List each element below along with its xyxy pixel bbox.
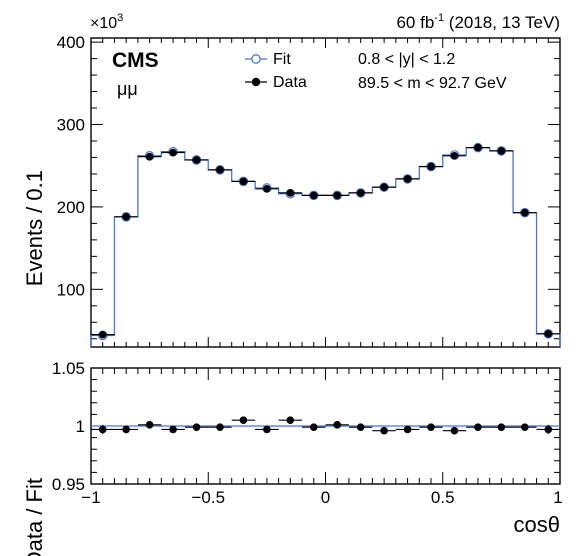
- rapidity-range-label: 0.8 < |y| < 1.2: [358, 51, 455, 68]
- ratio-point: [263, 425, 271, 434]
- ratio-point: [239, 416, 248, 425]
- legend-data-marker: [251, 77, 261, 87]
- top-y-axis-title: Events / 0.1: [22, 170, 47, 286]
- x-tick-label: 0.5: [431, 488, 455, 507]
- ratio-y-tick-label: 1.05: [52, 359, 85, 378]
- legend-fit-marker: [251, 54, 261, 64]
- x-tick-label: 0: [321, 488, 330, 507]
- data-marker: [521, 208, 529, 217]
- ratio-y-axis-title: Data / Fit: [22, 478, 47, 556]
- data-marker: [356, 189, 365, 197]
- data-points: [91, 143, 560, 339]
- fit-step-line: [90, 146, 561, 347]
- data-marker: [427, 162, 435, 171]
- y-exponent-label: ×103: [90, 12, 123, 32]
- ratio-point: [169, 425, 177, 434]
- ratio-point: [497, 423, 506, 431]
- x-tick-label: −1: [81, 488, 100, 507]
- data-marker: [403, 175, 412, 183]
- data-marker: [380, 183, 388, 191]
- ratio-point: [403, 425, 412, 434]
- data-marker: [263, 184, 271, 193]
- data-marker: [309, 191, 318, 200]
- ratio-y-tick-label: 0.95: [52, 475, 85, 494]
- y-tick-label: 400: [57, 33, 85, 52]
- x-axis-title: cosθ: [514, 512, 560, 537]
- ratio-points: [91, 416, 560, 435]
- y-tick-label: 200: [57, 198, 85, 217]
- ratio-panel-ticks: 0.95 1 1.05 −1 −0.5 0 0.5 1: [52, 359, 563, 507]
- channel-label: μμ: [117, 79, 138, 99]
- data-marker: [216, 166, 224, 174]
- ratio-point: [309, 423, 318, 431]
- data-marker: [544, 330, 553, 338]
- data-marker: [474, 143, 482, 152]
- ratio-point: [145, 421, 154, 429]
- luminosity-label: 60 fb-1 (2018, 13 TeV): [396, 12, 560, 32]
- ratio-point: [333, 421, 342, 429]
- ratio-point: [474, 423, 482, 431]
- ratio-point: [450, 426, 459, 435]
- ratio-point: [356, 423, 365, 431]
- top-panel-ticks: 100 200 300 400: [57, 33, 561, 347]
- data-marker: [239, 177, 248, 186]
- ratio-point: [122, 425, 130, 434]
- fit-histogram: [90, 142, 561, 347]
- legend-fit-label: Fit: [273, 51, 291, 68]
- ratio-point: [521, 423, 529, 431]
- data-marker: [145, 152, 154, 161]
- y-tick-label: 100: [57, 280, 85, 299]
- mass-range-label: 89.5 < m < 92.7 GeV: [358, 75, 507, 92]
- ratio-point: [544, 425, 553, 434]
- x-tick-label: −0.5: [191, 488, 225, 507]
- legend-data-label: Data: [273, 74, 307, 91]
- data-marker: [192, 156, 201, 164]
- ratio-point: [286, 416, 295, 425]
- data-marker: [497, 147, 506, 155]
- legend: Fit Data: [245, 51, 307, 91]
- experiment-label: CMS: [112, 49, 159, 72]
- x-tick-label: 1: [553, 488, 562, 507]
- data-marker: [333, 191, 342, 200]
- data-marker: [450, 152, 459, 160]
- ratio-point: [216, 423, 224, 431]
- data-xerr-bars: [91, 146, 560, 336]
- y-tick-label: 300: [57, 116, 85, 135]
- ratio-point: [98, 425, 107, 434]
- ratio-point: [380, 426, 388, 435]
- data-marker: [169, 148, 177, 157]
- ratio-point: [192, 423, 201, 431]
- data-marker: [286, 189, 295, 197]
- data-marker: [122, 213, 130, 221]
- ratio-point: [427, 423, 435, 431]
- ratio-y-tick-label: 1: [76, 417, 85, 436]
- data-marker: [98, 330, 107, 339]
